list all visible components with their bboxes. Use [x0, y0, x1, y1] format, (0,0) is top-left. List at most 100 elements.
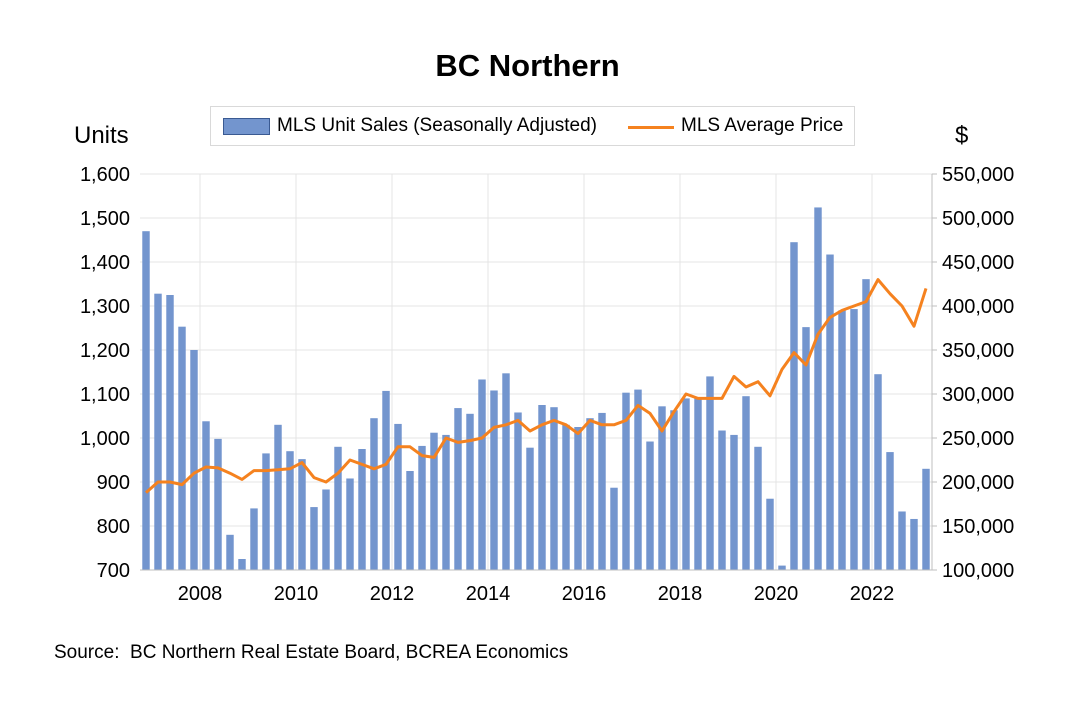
- y-right-tick-label: 550,000: [942, 164, 1014, 186]
- sales-bar: [394, 423, 402, 570]
- y-left-tick-label: 1,000: [80, 428, 130, 450]
- right-axis-label: $: [955, 122, 969, 149]
- sales-bar: [658, 406, 666, 570]
- sales-bar: [550, 407, 558, 570]
- sales-bar: [286, 451, 294, 570]
- sales-bar: [862, 279, 870, 570]
- y-left-tick-label: 1,400: [80, 252, 130, 274]
- sales-bar: [682, 398, 690, 570]
- sales-bar: [382, 390, 390, 570]
- sales-bar: [718, 430, 726, 570]
- x-tick-label: 2016: [562, 583, 607, 605]
- y-left-tick-label: 1,200: [80, 340, 130, 362]
- y-right-tick-label: 450,000: [942, 252, 1014, 274]
- sales-bar: [190, 350, 198, 570]
- y-right-tick-label: 500,000: [942, 208, 1014, 230]
- x-tick-label: 2014: [466, 583, 511, 605]
- y-right-tick-label: 100,000: [942, 560, 1014, 582]
- sales-bar: [766, 498, 774, 570]
- sales-bar: [466, 413, 474, 570]
- y-right-tick-label: 400,000: [942, 296, 1014, 318]
- y-left-tick-label: 1,300: [80, 296, 130, 318]
- legend-bar-swatch: [223, 118, 270, 135]
- sales-bar: [598, 412, 606, 570]
- x-tick-label: 2020: [754, 583, 799, 605]
- y-right-tick-label: 200,000: [942, 472, 1014, 494]
- sales-bar: [886, 452, 894, 570]
- sales-bar: [322, 489, 330, 570]
- sales-bar: [274, 424, 282, 570]
- y-left-tick-label: 1,600: [80, 164, 130, 186]
- sales-bar: [370, 418, 378, 570]
- sales-bar: [298, 459, 306, 570]
- sales-bar: [334, 446, 342, 570]
- sales-bar: [538, 405, 546, 570]
- sales-bar: [838, 310, 846, 570]
- sales-bar: [430, 432, 438, 570]
- sales-bar: [910, 518, 918, 570]
- sales-bar: [790, 242, 798, 570]
- sales-bar: [346, 478, 354, 570]
- sales-bar: [178, 326, 186, 570]
- sales-bar: [562, 424, 570, 570]
- legend-label-unit-sales: MLS Unit Sales (Seasonally Adjusted): [277, 115, 597, 136]
- y-left-tick-label: 1,500: [80, 208, 130, 230]
- sales-bar: [166, 295, 174, 570]
- sales-bar: [694, 397, 702, 570]
- source-note: Source: BC Northern Real Estate Board, B…: [54, 642, 569, 663]
- sales-bar: [922, 468, 930, 570]
- sales-bar: [874, 374, 882, 570]
- sales-bar: [574, 427, 582, 570]
- sales-bar: [154, 293, 162, 570]
- sales-bar: [142, 231, 150, 570]
- sales-bar: [478, 379, 486, 570]
- y-right-tick-label: 300,000: [942, 384, 1014, 406]
- sales-bar: [778, 565, 786, 570]
- sales-bar: [202, 421, 210, 570]
- sales-bar: [802, 327, 810, 570]
- sales-bar: [610, 487, 618, 570]
- chart-legend: MLS Unit Sales (Seasonally Adjusted) MLS…: [210, 106, 855, 146]
- chart-title: BC Northern: [435, 48, 620, 83]
- sales-bar: [826, 254, 834, 570]
- y-right-tick-label: 350,000: [942, 340, 1014, 362]
- y-left-tick-label: 700: [97, 560, 130, 582]
- sales-bar: [634, 389, 642, 570]
- sales-bar: [730, 434, 738, 570]
- sales-bar: [502, 373, 510, 570]
- sales-bar: [442, 434, 450, 570]
- sales-bar: [310, 507, 318, 570]
- y-right-tick-label: 150,000: [942, 516, 1014, 538]
- average-price-line: [145, 278, 928, 494]
- sales-bar: [226, 534, 234, 570]
- sales-bar: [526, 447, 534, 570]
- left-axis-label: Units: [74, 122, 129, 149]
- sales-bar: [418, 445, 426, 570]
- sales-bar: [490, 390, 498, 570]
- sales-bar: [754, 446, 762, 570]
- sales-bar: [742, 396, 750, 570]
- sales-bar: [850, 309, 858, 570]
- x-tick-label: 2022: [850, 583, 895, 605]
- sales-bar: [706, 376, 714, 570]
- sales-bar: [586, 418, 594, 570]
- legend-label-average-price: MLS Average Price: [681, 115, 844, 136]
- sales-bar: [454, 408, 462, 570]
- y-left-tick-label: 900: [97, 472, 130, 494]
- sales-bar: [262, 453, 270, 570]
- y-left-tick-label: 800: [97, 516, 130, 538]
- sales-bar: [514, 412, 522, 570]
- sales-bar: [250, 508, 258, 570]
- sales-bar: [646, 441, 654, 570]
- legend-line-swatch: [628, 126, 674, 129]
- x-tick-label: 2010: [274, 583, 319, 605]
- sales-bar: [622, 392, 630, 570]
- y-right-tick-label: 250,000: [942, 428, 1014, 450]
- x-tick-label: 2012: [370, 583, 415, 605]
- sales-bar: [814, 207, 822, 570]
- y-left-tick-label: 1,100: [80, 384, 130, 406]
- x-tick-label: 2008: [178, 583, 223, 605]
- sales-bar: [898, 511, 906, 570]
- sales-bar: [670, 410, 678, 570]
